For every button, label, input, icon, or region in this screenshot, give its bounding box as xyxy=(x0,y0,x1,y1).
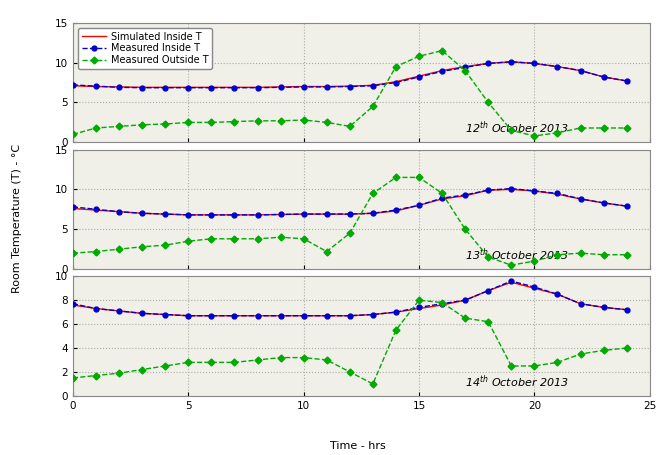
Measured Outside T xyxy=(507,128,515,133)
Simulated Inside T xyxy=(369,83,377,88)
Measured Inside T xyxy=(231,85,239,91)
Measured Inside T xyxy=(346,84,354,89)
Measured Outside T xyxy=(69,131,77,137)
Line: Measured Outside T: Measured Outside T xyxy=(70,48,629,138)
Simulated Inside T xyxy=(554,64,562,69)
Simulated Inside T xyxy=(415,73,423,79)
Measured Inside T xyxy=(369,83,377,88)
Simulated Inside T xyxy=(276,84,284,90)
Measured Outside T xyxy=(161,121,169,127)
Measured Outside T xyxy=(369,104,377,109)
Line: Simulated Inside T: Simulated Inside T xyxy=(73,62,627,87)
Simulated Inside T xyxy=(577,68,585,73)
Measured Inside T xyxy=(138,85,146,91)
Measured Inside T xyxy=(392,80,400,85)
Measured Outside T xyxy=(92,125,100,131)
Measured Inside T xyxy=(530,61,538,66)
Measured Outside T xyxy=(392,64,400,69)
Measured Outside T xyxy=(231,119,239,124)
Text: 14$^{th}$ October 2013: 14$^{th}$ October 2013 xyxy=(465,373,569,390)
Measured Inside T xyxy=(599,74,607,80)
Simulated Inside T xyxy=(484,61,492,66)
Measured Outside T xyxy=(438,48,446,53)
Simulated Inside T xyxy=(323,84,331,89)
Measured Inside T xyxy=(507,59,515,65)
Measured Inside T xyxy=(184,85,192,91)
Text: Time - hrs: Time - hrs xyxy=(330,441,386,451)
Measured Inside T xyxy=(623,78,631,84)
Simulated Inside T xyxy=(161,85,169,90)
Measured Outside T xyxy=(346,124,354,129)
Measured Outside T xyxy=(623,125,631,131)
Simulated Inside T xyxy=(231,85,239,90)
Measured Outside T xyxy=(415,54,423,59)
Simulated Inside T xyxy=(92,84,100,89)
Simulated Inside T xyxy=(623,78,631,84)
Simulated Inside T xyxy=(253,85,261,90)
Simulated Inside T xyxy=(346,83,354,89)
Measured Inside T xyxy=(438,69,446,74)
Measured Outside T xyxy=(323,120,331,125)
Measured Outside T xyxy=(554,130,562,136)
Simulated Inside T xyxy=(300,84,308,89)
Measured Inside T xyxy=(554,64,562,69)
Measured Inside T xyxy=(92,83,100,89)
Measured Inside T xyxy=(415,74,423,80)
Measured Inside T xyxy=(577,68,585,73)
Measured Outside T xyxy=(138,122,146,127)
Measured Outside T xyxy=(184,120,192,125)
Measured Outside T xyxy=(115,124,123,129)
Text: Room Temperature (T) - °C: Room Temperature (T) - °C xyxy=(11,144,22,293)
Measured Inside T xyxy=(300,84,308,90)
Measured Inside T xyxy=(461,65,469,70)
Measured Outside T xyxy=(530,133,538,139)
Measured Inside T xyxy=(208,85,215,91)
Line: Measured Inside T: Measured Inside T xyxy=(70,60,629,90)
Measured Outside T xyxy=(461,68,469,73)
Measured Inside T xyxy=(115,85,123,90)
Simulated Inside T xyxy=(392,79,400,85)
Simulated Inside T xyxy=(115,84,123,90)
Simulated Inside T xyxy=(69,83,77,88)
Text: 13$^{th}$ October 2013: 13$^{th}$ October 2013 xyxy=(465,247,569,263)
Measured Outside T xyxy=(484,100,492,105)
Measured Inside T xyxy=(484,61,492,66)
Simulated Inside T xyxy=(530,61,538,66)
Measured Inside T xyxy=(69,82,77,88)
Simulated Inside T xyxy=(507,59,515,65)
Text: 12$^{th}$ October 2013: 12$^{th}$ October 2013 xyxy=(465,120,569,136)
Measured Inside T xyxy=(253,85,261,91)
Simulated Inside T xyxy=(461,64,469,69)
Simulated Inside T xyxy=(184,85,192,90)
Measured Outside T xyxy=(577,125,585,131)
Measured Outside T xyxy=(276,118,284,124)
Simulated Inside T xyxy=(138,85,146,90)
Measured Outside T xyxy=(599,125,607,131)
Simulated Inside T xyxy=(438,68,446,73)
Simulated Inside T xyxy=(599,74,607,80)
Legend: Simulated Inside T, Measured Inside T, Measured Outside T: Simulated Inside T, Measured Inside T, M… xyxy=(78,28,212,69)
Measured Inside T xyxy=(276,85,284,90)
Measured Inside T xyxy=(323,84,331,90)
Measured Inside T xyxy=(161,85,169,91)
Simulated Inside T xyxy=(208,85,215,90)
Measured Outside T xyxy=(208,120,215,125)
Measured Outside T xyxy=(253,118,261,124)
Measured Outside T xyxy=(300,117,308,123)
